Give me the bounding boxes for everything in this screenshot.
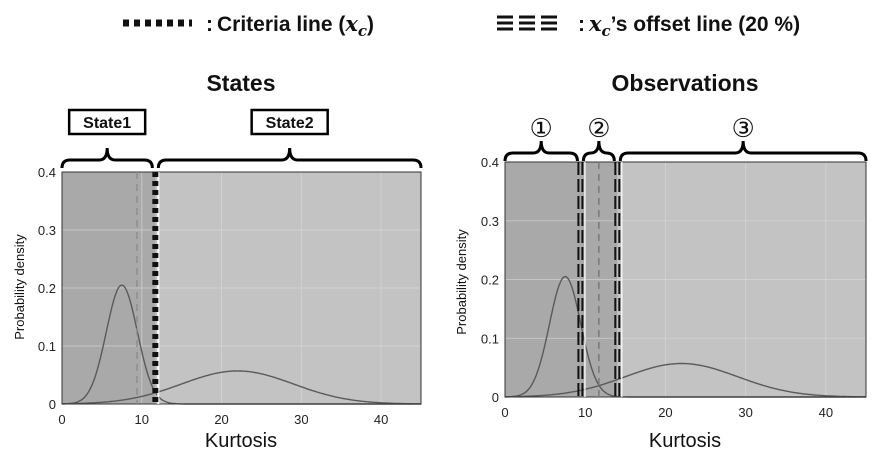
states-xtick-label: 30 <box>294 412 308 427</box>
states-ytick-label: 0.3 <box>38 223 56 238</box>
observations-xtick-label: 30 <box>738 405 752 420</box>
states-ytick-label: 0.1 <box>38 339 56 354</box>
observations-xtick-label: 20 <box>658 405 672 420</box>
states-region-label: State2 <box>266 115 314 132</box>
observations-ytick-label: 0.4 <box>481 155 499 170</box>
observations-brace <box>581 140 616 162</box>
observations-brace <box>618 140 868 162</box>
observations-region-label: ③ <box>731 113 754 143</box>
observations-axes-frame <box>504 161 867 398</box>
observations-panel: Observations Kurtosis Probability densit… <box>454 70 868 452</box>
states-xtick-label: 40 <box>374 412 388 427</box>
observations-xtick-label: 40 <box>819 405 833 420</box>
states-xtick-label: 10 <box>135 412 149 427</box>
observations-density-curve-2 <box>504 362 866 398</box>
observations-ytick-label: 0.1 <box>481 331 499 346</box>
observations-xlabel: Kurtosis <box>649 430 721 452</box>
legend-offset-swatch <box>497 15 563 31</box>
states-region-label: State1 <box>83 115 131 132</box>
states-ytick-label: 0.2 <box>38 281 56 296</box>
observations-ytick-label: 0 <box>492 390 499 405</box>
states-title: States <box>206 70 275 96</box>
observations-brace <box>503 140 579 162</box>
states-ytick-label: 0.4 <box>38 165 56 180</box>
states-brace <box>60 147 154 169</box>
observations-region-label: ② <box>587 113 610 143</box>
states-brace <box>156 147 423 169</box>
states-xtick-label: 0 <box>58 412 65 427</box>
observations-title: Observations <box>612 70 759 96</box>
observations-xtick-label: 0 <box>501 405 508 420</box>
states-ytick-label: 0 <box>49 397 56 412</box>
states-axes-frame <box>61 171 422 405</box>
states-density-curve-2 <box>61 370 422 405</box>
observations-ylabel: Probability density <box>454 229 469 335</box>
observations-ytick-label: 0.2 <box>481 273 499 288</box>
states-region-label-box <box>67 108 147 136</box>
legend-criteria-text: : Criteria line (xc) <box>206 11 374 40</box>
legend-offset-text: : xc’s offset line (20 %) <box>578 11 800 40</box>
legend: : Criteria line (xc) : xc’s offset line (2… <box>123 11 800 40</box>
states-xtick-label: 20 <box>214 412 228 427</box>
states-region-label-box <box>250 108 329 136</box>
observations-xtick-label: 10 <box>578 405 592 420</box>
states-panel: States Kurtosis Probability density 0 10 2… <box>12 70 423 452</box>
observations-region-label: ① <box>530 113 553 143</box>
states-ylabel: Probability density <box>12 234 27 340</box>
states-xlabel: Kurtosis <box>205 430 277 452</box>
observations-ytick-label: 0.3 <box>481 214 499 229</box>
